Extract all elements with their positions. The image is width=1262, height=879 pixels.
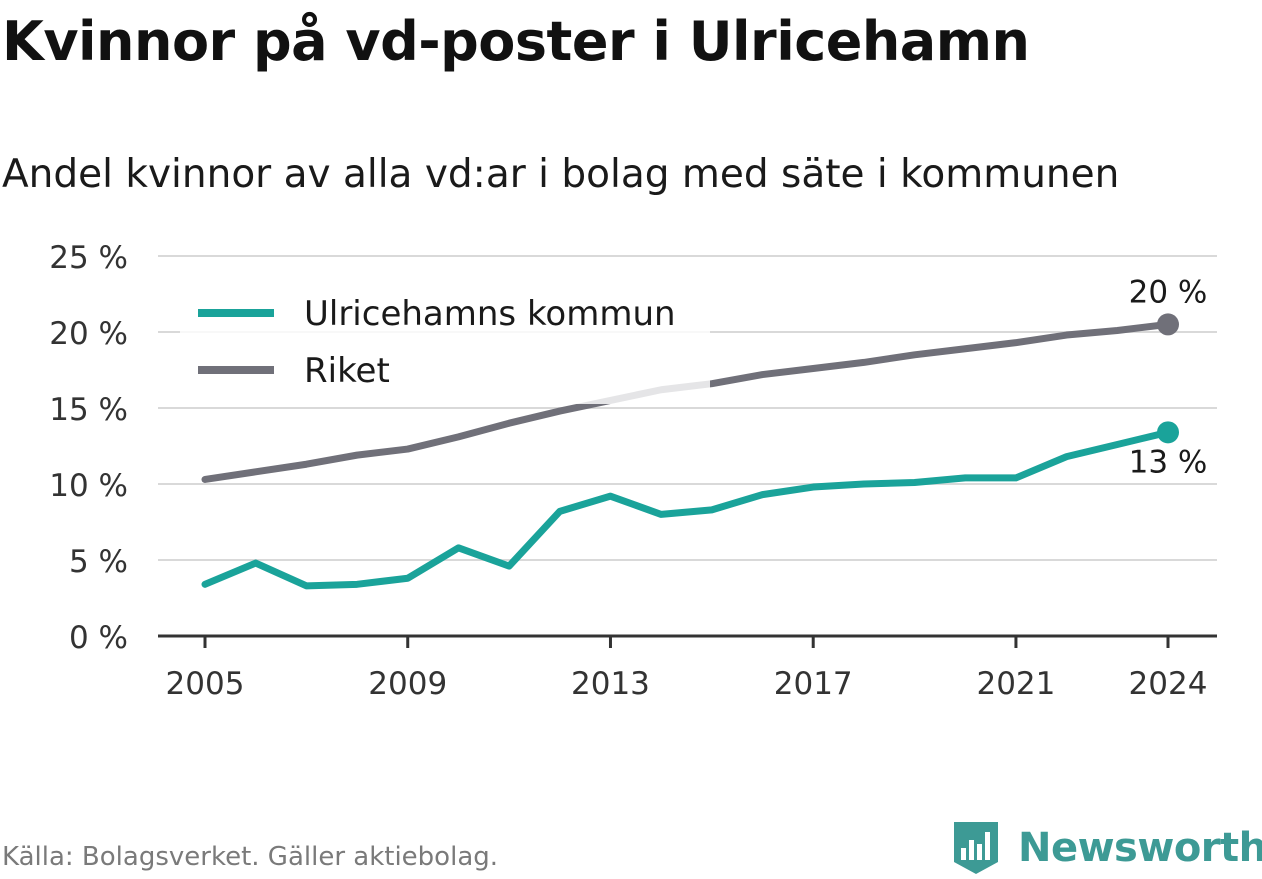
source-note: Källa: Bolagsverket. Gäller aktiebolag. — [2, 842, 499, 872]
y-tick-label: 20 % — [49, 316, 128, 352]
legend: Ulricehamns kommun Riket — [180, 282, 710, 404]
x-tick-label: 2021 — [976, 666, 1055, 702]
y-tick-label: 10 % — [49, 468, 128, 504]
series-line — [201, 428, 1172, 590]
series-end-point — [1157, 421, 1179, 444]
legend-label: Ulricehamns kommun — [304, 294, 676, 334]
chart-title: Kvinnor på vd-poster i Ulricehamn — [2, 10, 1030, 73]
brand-name: Newsworthy — [1018, 825, 1262, 871]
x-tick-label: 2013 — [571, 666, 650, 702]
series-end-point — [1157, 313, 1179, 336]
legend-background — [180, 282, 710, 404]
newsworthy-logo-icon — [954, 822, 998, 874]
end-label-riket: 20 % — [1129, 274, 1208, 310]
y-tick-label: 15 % — [49, 392, 128, 428]
end-labels: 20 % 13 % — [1129, 274, 1208, 480]
x-tick-label: 2009 — [368, 666, 447, 702]
y-tick-label: 25 % — [49, 240, 128, 276]
x-tick-label: 2005 — [166, 666, 245, 702]
y-tick-label: 0 % — [69, 620, 128, 656]
y-tick-label: 5 % — [69, 544, 128, 580]
x-tick-label: 2024 — [1129, 666, 1208, 702]
legend-label: Riket — [304, 351, 390, 391]
chart-subtitle: Andel kvinnor av alla vd:ar i bolag med … — [2, 152, 1120, 197]
brand-logo: Newsworthy — [950, 818, 1262, 878]
axes: 0 % 5 % 10 % 15 % 20 % 25 % 2005 2009 2013 2017 20… — [49, 240, 1217, 702]
end-label-kommun: 13 % — [1129, 444, 1208, 480]
line-chart: 0 % 5 % 10 % 15 % 20 % 25 % 2005 2009 2013 2017 20… — [49, 240, 1217, 702]
x-tick-label: 2017 — [774, 666, 853, 702]
